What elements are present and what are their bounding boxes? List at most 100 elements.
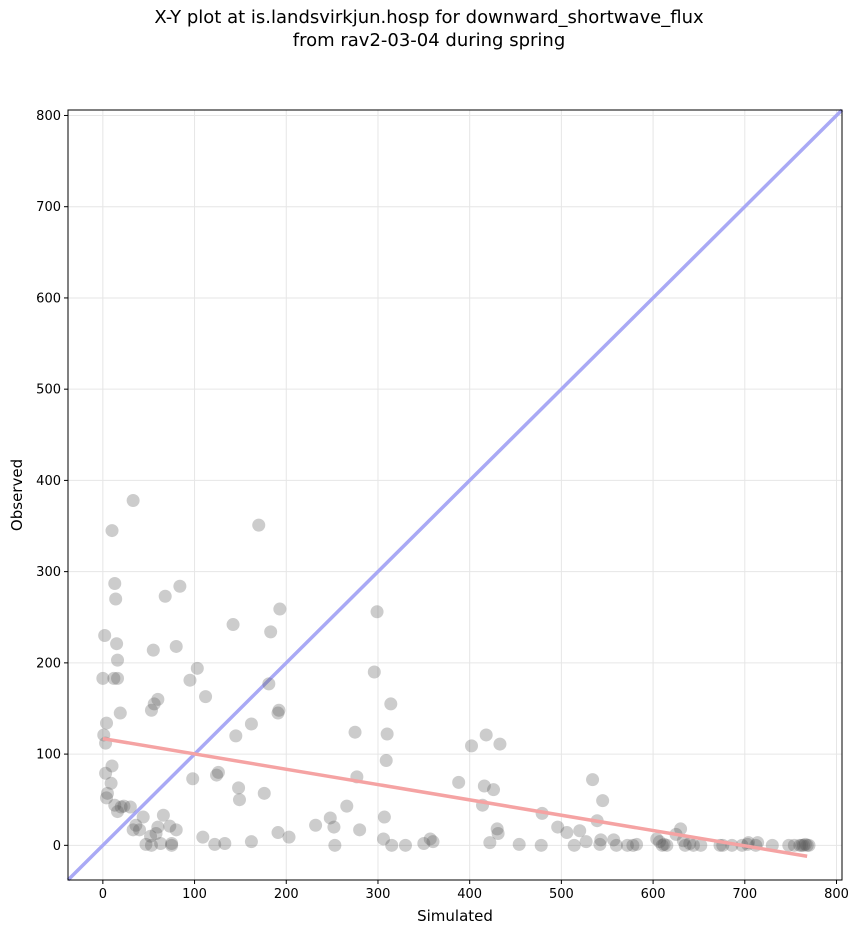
data-point — [117, 799, 131, 813]
data-point — [272, 703, 286, 717]
x-tick-label: 100 — [182, 887, 207, 902]
data-point — [96, 671, 110, 685]
data-point — [593, 837, 607, 851]
data-point — [169, 639, 183, 653]
data-point — [573, 824, 587, 838]
data-point — [630, 837, 644, 851]
data-point — [477, 779, 491, 793]
y-tick-label: 200 — [36, 656, 61, 671]
chart-title-line-2: from rav2-03-04 during spring — [292, 30, 566, 51]
data-point — [534, 838, 548, 852]
y-tick-label: 400 — [36, 474, 61, 489]
data-point — [169, 823, 183, 837]
data-point — [273, 602, 287, 616]
data-point — [229, 729, 243, 743]
data-point — [309, 818, 323, 832]
data-point — [483, 836, 497, 850]
data-point — [232, 781, 246, 795]
data-point — [796, 838, 810, 852]
data-point — [218, 837, 232, 851]
data-point — [353, 823, 367, 837]
data-point — [594, 833, 608, 847]
data-point — [452, 775, 466, 789]
data-point — [99, 766, 113, 780]
data-point — [158, 589, 172, 603]
data-point — [490, 822, 504, 836]
y-tick-label: 700 — [36, 200, 61, 215]
data-point — [133, 823, 147, 837]
data-point — [782, 838, 796, 852]
data-point — [271, 706, 285, 720]
data-point — [802, 838, 816, 852]
x-axis-ticks: 0 100 200 300 400 500 600 700 800 — [99, 880, 849, 902]
data-point — [660, 838, 674, 852]
y-axis-ticks: 0 100 200 300 400 500 600 700 800 — [36, 109, 68, 854]
data-point — [607, 833, 621, 847]
data-point — [795, 838, 809, 852]
data-point — [100, 716, 114, 730]
data-point — [107, 671, 121, 685]
data-point — [385, 838, 399, 852]
data-point — [244, 835, 258, 849]
data-point — [493, 737, 507, 751]
fit-line — [102, 736, 808, 859]
data-point — [173, 579, 187, 593]
y-tick-label: 800 — [36, 109, 61, 124]
y-tick-label: 300 — [36, 565, 61, 580]
x-tick-label: 800 — [824, 887, 849, 902]
data-point — [800, 838, 814, 852]
data-point — [113, 706, 127, 720]
data-point — [674, 822, 688, 836]
data-point — [111, 671, 125, 685]
data-point — [323, 811, 337, 825]
data-point — [327, 820, 341, 834]
data-point — [232, 793, 246, 807]
data-point — [264, 625, 278, 639]
data-point — [686, 838, 700, 852]
data-points — [96, 493, 816, 852]
y-tick-label: 500 — [36, 383, 61, 398]
data-point — [579, 835, 593, 849]
data-point — [147, 697, 161, 711]
data-point — [479, 728, 493, 742]
data-point — [551, 820, 565, 834]
data-point — [183, 673, 197, 687]
data-point — [104, 776, 118, 790]
x-tick-label: 0 — [99, 887, 107, 902]
data-point — [151, 692, 165, 706]
plot-frame — [67, 109, 843, 881]
data-point — [105, 759, 119, 773]
data-point — [282, 830, 296, 844]
x-tick-label: 500 — [549, 887, 574, 902]
data-point — [271, 826, 285, 840]
data-point — [560, 826, 574, 840]
data-point — [208, 837, 222, 851]
data-point — [129, 818, 143, 832]
data-point — [567, 838, 581, 852]
data-point — [151, 820, 165, 834]
data-point — [114, 800, 128, 814]
data-point — [491, 826, 505, 840]
data-point — [136, 810, 150, 824]
data-point — [398, 838, 412, 852]
x-tick-label: 300 — [366, 887, 391, 902]
y-tick-label: 600 — [36, 291, 61, 306]
data-point — [165, 837, 179, 851]
y-tick-label: 100 — [36, 748, 61, 763]
data-point — [626, 838, 640, 852]
data-point — [123, 800, 137, 814]
data-point — [126, 493, 140, 507]
data-point — [380, 727, 394, 741]
data-point — [367, 665, 381, 679]
data-point — [257, 786, 271, 800]
data-point — [163, 819, 177, 833]
x-tick-label: 400 — [457, 887, 482, 902]
data-point — [348, 725, 362, 739]
identity-line-group — [66, 108, 844, 882]
data-point — [465, 739, 479, 753]
data-point — [108, 576, 122, 590]
y-tick-label: 0 — [53, 839, 61, 854]
data-point — [244, 717, 258, 731]
data-point — [144, 829, 158, 843]
